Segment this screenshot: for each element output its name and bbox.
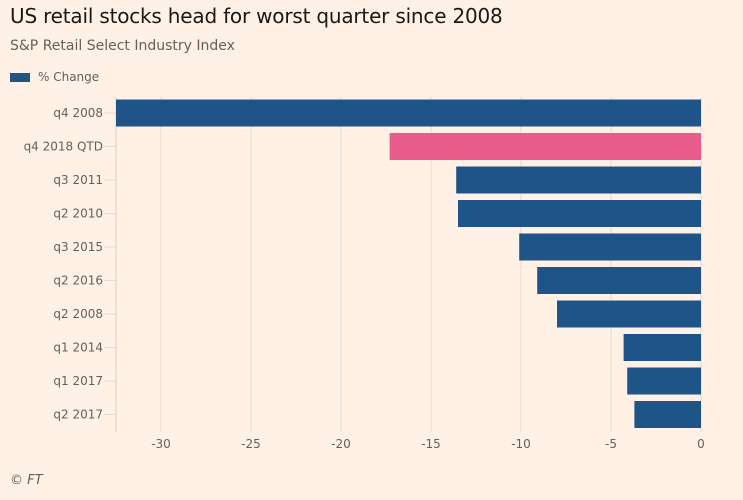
x-tick-label: 0 — [697, 437, 705, 451]
bar — [519, 233, 701, 261]
category-labels: q4 2008 q4 2018 QTD q3 2011 q2 2010 q3 2015 q… — [24, 106, 116, 422]
category-label: q1 2014 — [53, 341, 103, 355]
bar — [389, 133, 701, 160]
x-tick-labels: -30 -25 -20 -15 -10 -5 0 — [151, 437, 705, 451]
legend-swatch — [10, 72, 30, 82]
bar — [116, 99, 701, 127]
bar — [557, 300, 701, 328]
chart-subtitle: S&P Retail Select Industry Index — [10, 38, 235, 54]
category-label: q4 2008 — [53, 106, 103, 120]
x-tick-label: -25 — [241, 437, 261, 451]
legend-label: % Change — [38, 70, 100, 84]
x-tick-label: -15 — [421, 437, 441, 451]
legend: % Change — [10, 70, 99, 84]
category-label: q2 2017 — [53, 408, 103, 422]
x-tick-label: -20 — [331, 437, 351, 451]
category-label: q3 2011 — [53, 173, 103, 187]
bar — [627, 367, 701, 395]
category-label: q2 2010 — [53, 207, 103, 221]
bars — [116, 99, 701, 428]
bar — [458, 200, 701, 227]
bar — [456, 166, 701, 194]
category-label: q1 2017 — [53, 374, 103, 388]
bar — [537, 267, 701, 294]
bar — [623, 334, 701, 361]
category-label: q3 2015 — [53, 240, 103, 254]
x-tick-label: -10 — [511, 437, 531, 451]
bar — [634, 401, 701, 428]
x-tick-label: -5 — [605, 437, 617, 451]
source-credit: © FT — [10, 473, 43, 488]
chart-title: US retail stocks head for worst quarter … — [10, 4, 503, 28]
category-label: q2 2008 — [53, 307, 103, 321]
category-label: q2 2016 — [53, 274, 103, 288]
x-tick-label: -30 — [151, 437, 171, 451]
category-label: q4 2018 QTD — [24, 140, 103, 154]
